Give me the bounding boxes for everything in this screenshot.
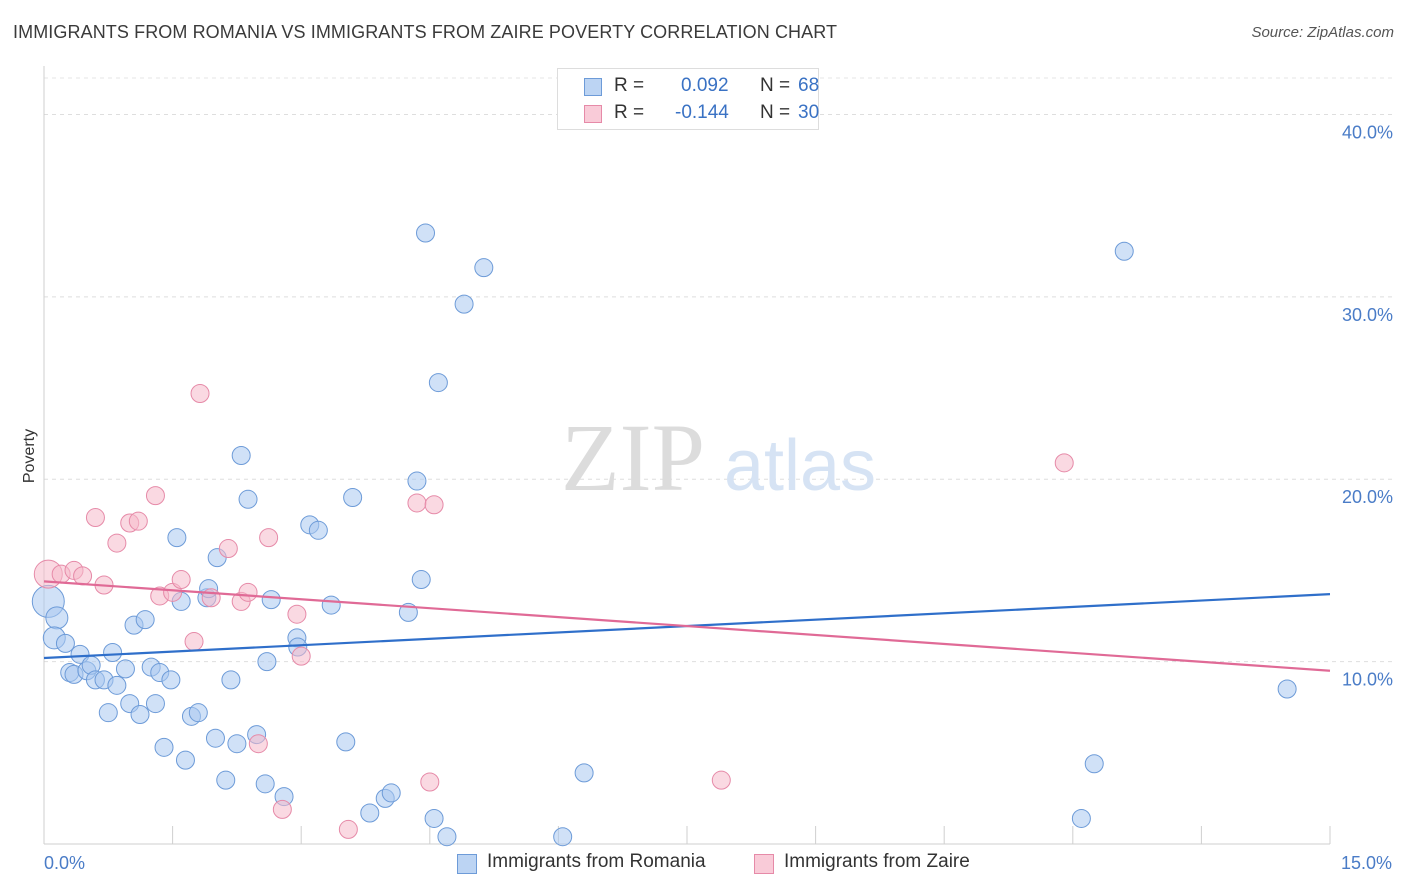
zaire-point-24 bbox=[338, 819, 358, 839]
romania-point-59 bbox=[437, 827, 457, 847]
romania-point-49 bbox=[343, 487, 363, 507]
romania-point-12 bbox=[103, 643, 123, 662]
zaire-point-27 bbox=[424, 495, 444, 515]
romania-point-1 bbox=[45, 606, 69, 630]
zaire-n-label: N = bbox=[760, 102, 791, 123]
romania-point-31 bbox=[205, 728, 225, 748]
romania-point-23 bbox=[161, 670, 181, 690]
romania-point-35 bbox=[227, 734, 247, 754]
romania-point-26 bbox=[175, 750, 195, 770]
romania-point-13 bbox=[107, 675, 127, 695]
romania-point-33 bbox=[216, 770, 236, 790]
romania-r-label: R = bbox=[614, 75, 645, 96]
y-tick-label-2: 30.0% bbox=[1342, 305, 1393, 325]
zaire-point-3 bbox=[73, 566, 93, 586]
romania-point-63 bbox=[574, 763, 594, 783]
romania-point-67 bbox=[1277, 679, 1297, 699]
romania-point-65 bbox=[1084, 754, 1104, 774]
romania-point-20 bbox=[145, 694, 165, 714]
zaire-point-22 bbox=[287, 604, 307, 624]
zaire-r-label: R = bbox=[614, 102, 645, 123]
y-axis-label: Poverty bbox=[21, 429, 38, 483]
zaire-trend-line bbox=[43, 580, 1331, 672]
romania-point-54 bbox=[407, 471, 427, 491]
zaire-point-6 bbox=[107, 533, 127, 553]
y-tick-label-0: 10.0% bbox=[1342, 670, 1393, 690]
zaire-swatch bbox=[584, 105, 602, 123]
romania-point-36 bbox=[231, 446, 251, 466]
romania-point-40 bbox=[257, 652, 277, 672]
zaire-point-13 bbox=[184, 632, 204, 652]
zaire-point-20 bbox=[259, 528, 279, 548]
romania-point-17 bbox=[130, 705, 150, 725]
zaire-n-value: 30 bbox=[798, 102, 820, 123]
zaire-point-23 bbox=[291, 646, 311, 666]
romania-point-62 bbox=[553, 827, 573, 847]
bottom-zaire-swatch bbox=[754, 854, 774, 874]
zaire-point-29 bbox=[1054, 453, 1074, 473]
zaire-point-12 bbox=[171, 570, 191, 590]
x-axis bbox=[43, 66, 1331, 845]
zaire-point-18 bbox=[238, 582, 258, 602]
trend-lines bbox=[43, 580, 1331, 672]
x-tick-label-min: 0.0% bbox=[44, 853, 85, 873]
romania-point-60 bbox=[454, 294, 474, 314]
romania-point-14 bbox=[115, 659, 135, 679]
romania-point-24 bbox=[167, 528, 187, 548]
romania-point-56 bbox=[416, 223, 436, 243]
romania-point-52 bbox=[381, 783, 401, 803]
romania-point-55 bbox=[411, 570, 431, 590]
romania-point-58 bbox=[428, 373, 448, 393]
romania-point-61 bbox=[474, 258, 494, 278]
zaire-point-19 bbox=[248, 734, 268, 754]
romania-point-64 bbox=[1071, 808, 1091, 828]
zaire-point-26 bbox=[420, 772, 440, 792]
chart-title: IMMIGRANTS FROM ROMANIA VS IMMIGRANTS FR… bbox=[13, 22, 838, 42]
zaire-point-9 bbox=[145, 486, 165, 506]
zaire-point-25 bbox=[407, 493, 427, 513]
zaire-r-value: -0.144 bbox=[675, 102, 729, 123]
romania-point-48 bbox=[336, 732, 356, 752]
romania-point-18 bbox=[135, 610, 155, 630]
zaire-point-21 bbox=[272, 799, 292, 819]
gridlines bbox=[44, 77, 1392, 663]
zaire-point-14 bbox=[190, 384, 210, 404]
y-tick-label-3: 40.0% bbox=[1342, 122, 1393, 142]
zaire-point-16 bbox=[218, 539, 238, 559]
romania-n-label: N = bbox=[760, 75, 791, 96]
zaire-point-28 bbox=[711, 770, 731, 790]
correlation-legend: R = 0.092 N = 68 R = -0.144 N = 30 bbox=[557, 68, 819, 130]
bottom-romania-swatch bbox=[457, 854, 477, 874]
source-credit: Source: ZipAtlas.com bbox=[1251, 24, 1394, 41]
watermark: ZIP atlas bbox=[561, 404, 876, 511]
romania-point-46 bbox=[308, 520, 328, 540]
x-tick-label-max: 15.0% bbox=[1341, 853, 1392, 873]
romania-point-3 bbox=[55, 633, 75, 653]
romania-r-value: 0.092 bbox=[681, 75, 729, 96]
romania-point-22 bbox=[154, 737, 174, 757]
romania-points bbox=[31, 223, 1297, 847]
romania-point-11 bbox=[98, 703, 118, 723]
romania-point-41 bbox=[261, 590, 281, 610]
romania-point-57 bbox=[424, 808, 444, 828]
romania-point-34 bbox=[221, 670, 241, 690]
y-tick-labels: 10.0% 20.0% 30.0% 40.0% bbox=[1342, 122, 1393, 689]
romania-point-66 bbox=[1114, 241, 1134, 261]
romania-point-50 bbox=[360, 803, 380, 823]
romania-swatch bbox=[584, 78, 602, 96]
bottom-zaire-label: Immigrants from Zaire bbox=[784, 851, 970, 872]
zaire-point-8 bbox=[128, 511, 148, 531]
zaire-points bbox=[33, 384, 1074, 839]
romania-point-37 bbox=[238, 489, 258, 509]
romania-n-value: 68 bbox=[798, 75, 820, 96]
romania-point-39 bbox=[255, 774, 275, 794]
watermark-zip: ZIP bbox=[561, 404, 705, 511]
watermark-atlas: atlas bbox=[724, 426, 876, 506]
romania-point-47 bbox=[321, 595, 341, 615]
zaire-point-4 bbox=[85, 508, 105, 528]
romania-point-28 bbox=[188, 703, 208, 723]
bottom-romania-label: Immigrants from Romania bbox=[487, 851, 706, 872]
y-tick-label-1: 20.0% bbox=[1342, 487, 1393, 507]
